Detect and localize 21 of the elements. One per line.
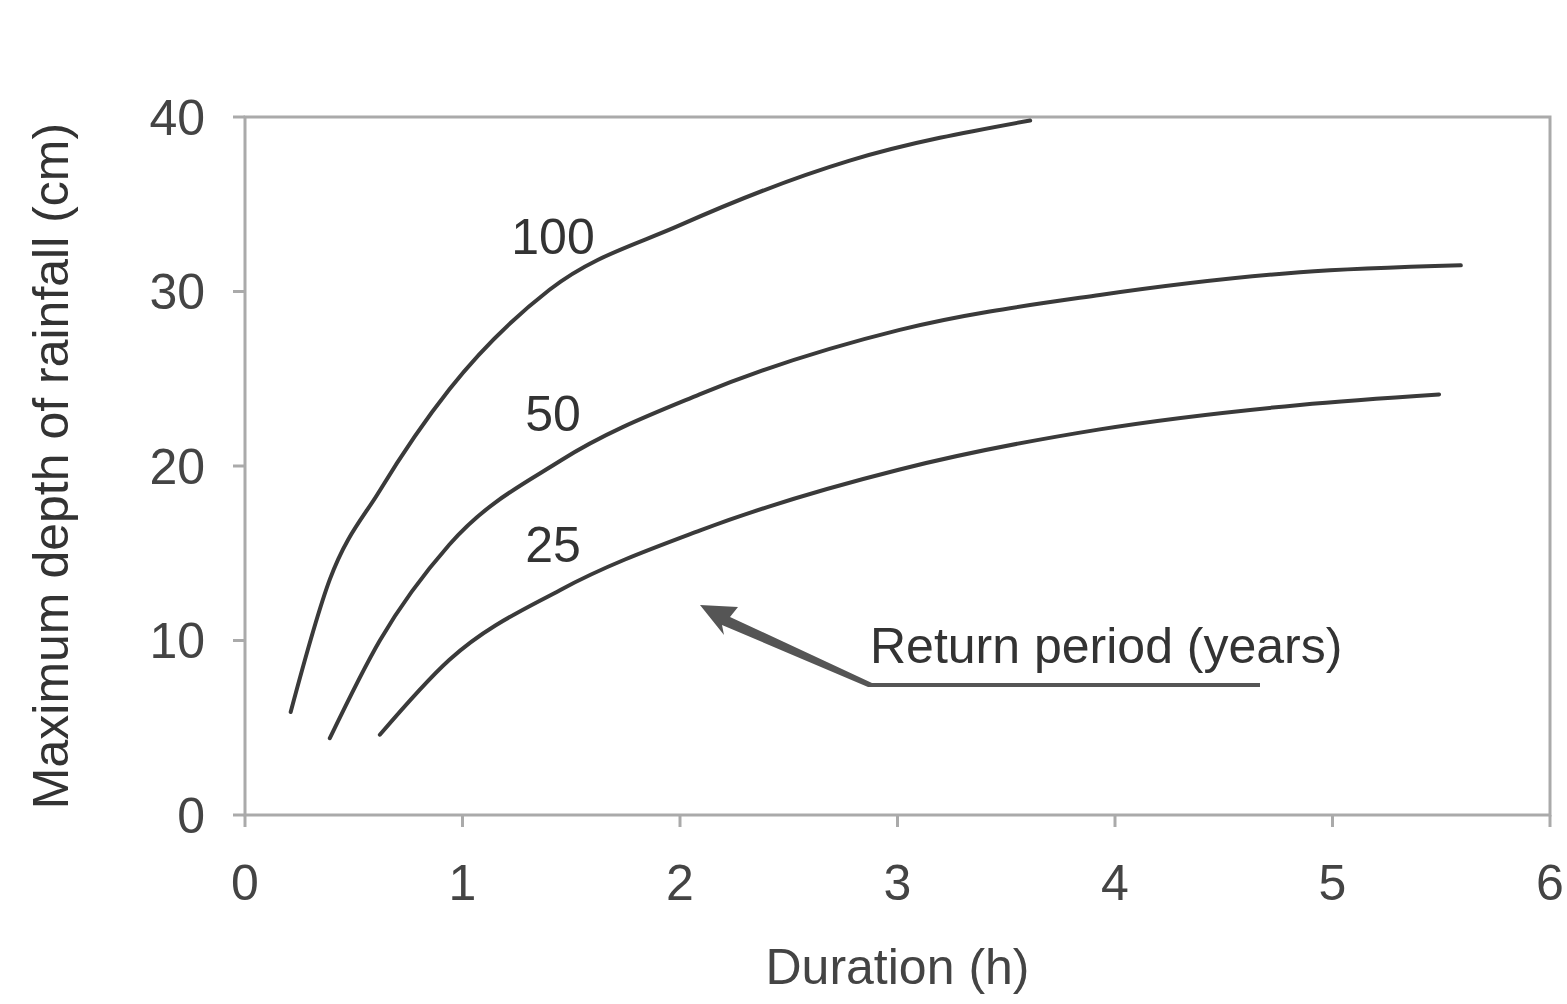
- x-tick-label: 6: [1536, 855, 1564, 911]
- y-tick-label: 10: [149, 613, 205, 669]
- x-tick-label: 4: [1101, 855, 1129, 911]
- series-label: 100: [511, 209, 595, 266]
- y-tick-label: 30: [149, 264, 205, 320]
- line-series: [377, 392, 1442, 737]
- x-tick-label: 0: [231, 855, 259, 911]
- y-tick-label: 20: [149, 438, 205, 495]
- y-axis-title: Maximum depth of rainfall (cm): [23, 122, 79, 810]
- x-tick-label: 3: [883, 855, 912, 911]
- series-label: 25: [525, 516, 581, 573]
- x-axis-title: Duration (h): [765, 939, 1030, 995]
- x-tick-label: 2: [666, 855, 694, 911]
- x-tick-label: 1: [448, 855, 477, 911]
- series-label: 50: [525, 386, 581, 443]
- annotation: Return period (years): [870, 618, 1343, 674]
- x-tick-label: 5: [1318, 855, 1347, 911]
- line-series: [327, 263, 1463, 741]
- y-tick-label: 40: [149, 89, 205, 146]
- line-series: [288, 118, 1033, 715]
- y-tick-label: 0: [177, 787, 205, 844]
